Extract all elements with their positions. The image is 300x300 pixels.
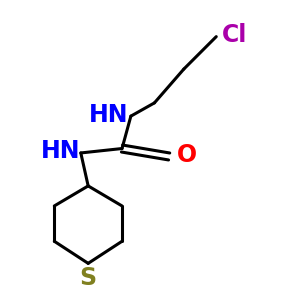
Text: HN: HN <box>88 103 128 127</box>
Text: Cl: Cl <box>222 23 248 47</box>
Text: O: O <box>176 143 196 167</box>
Text: HN: HN <box>41 140 81 164</box>
Text: S: S <box>80 266 97 290</box>
